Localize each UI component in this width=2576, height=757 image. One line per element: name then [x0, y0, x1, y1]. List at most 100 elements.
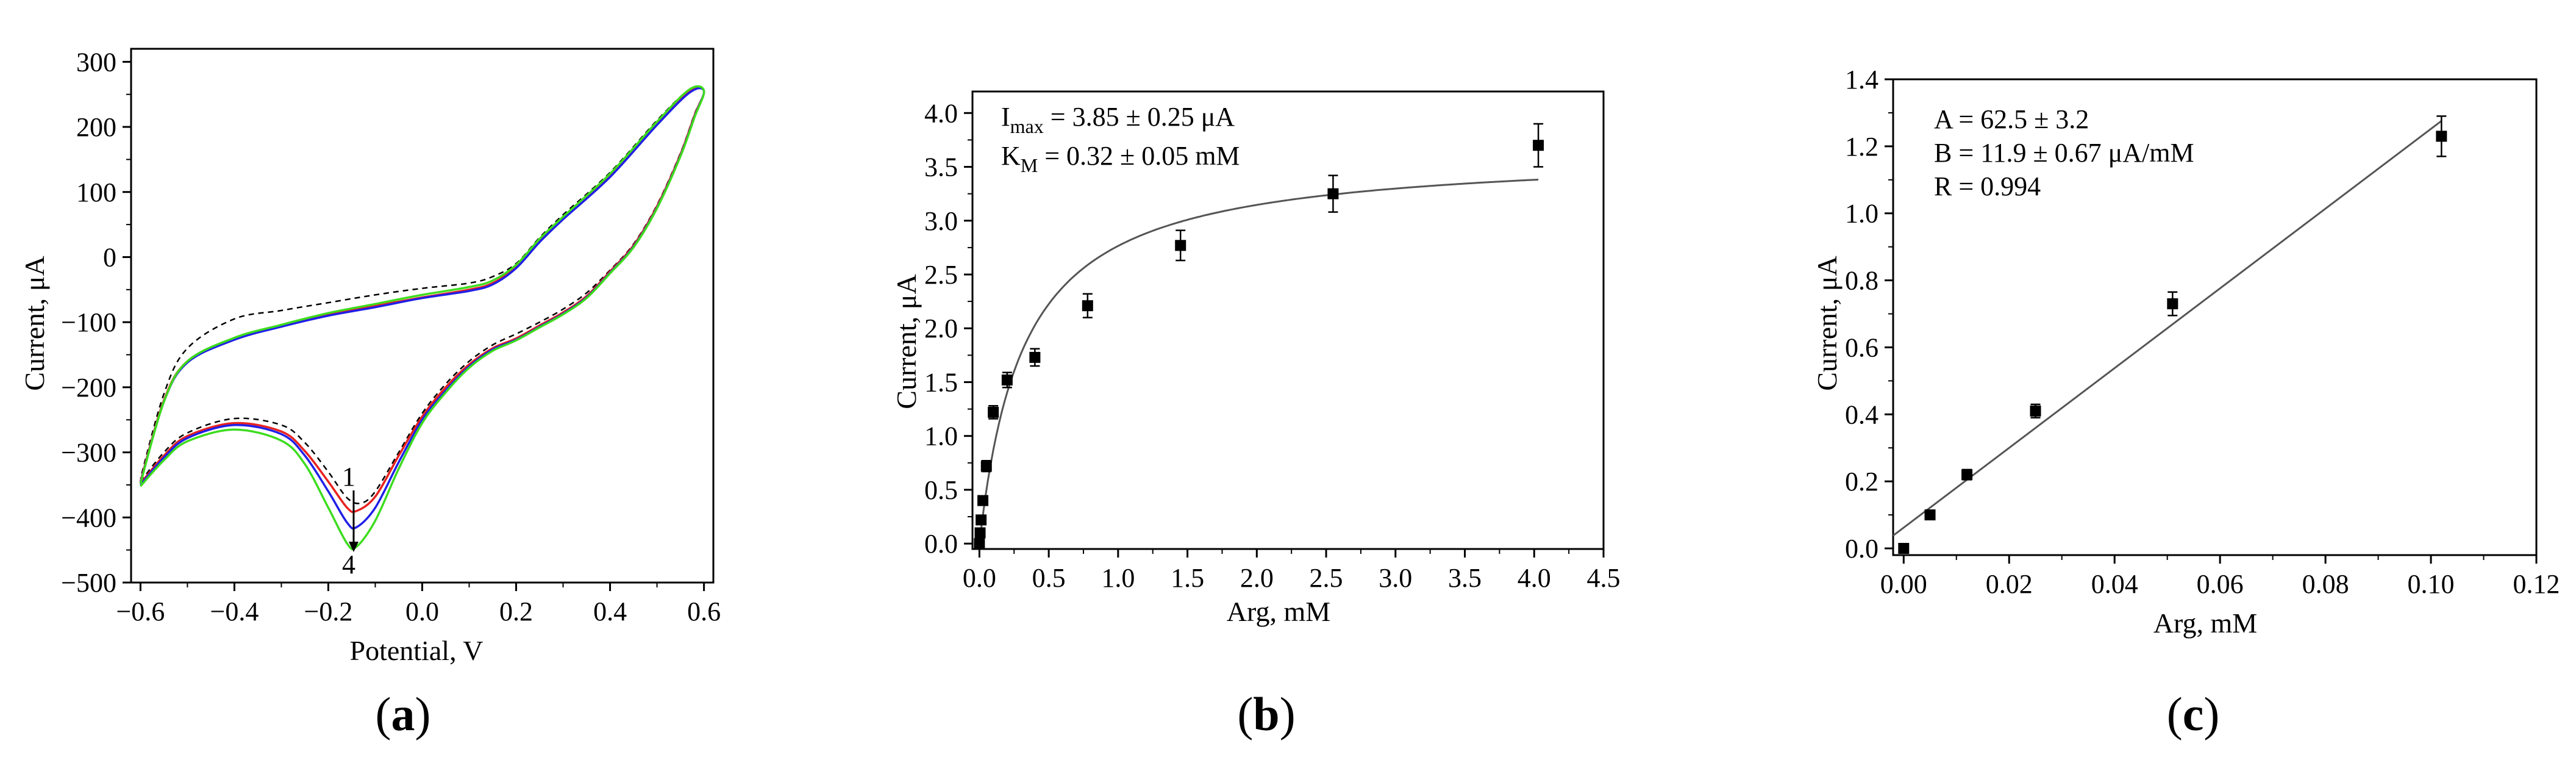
- panel-a-curve-label-4: 4: [342, 550, 355, 579]
- c-y-tick-label: 0.2: [1845, 467, 1878, 497]
- b-y-tick-label: 2.0: [924, 314, 958, 343]
- panel-c-data-point: [2436, 131, 2447, 142]
- b-y-tick-label: 2.5: [924, 260, 958, 290]
- b-y-tick-label: 1.5: [924, 367, 958, 397]
- panel-b-km-value: = 0.32 ± 0.05 mM: [1038, 141, 1240, 171]
- c-y-tick-label: 0.0: [1845, 534, 1878, 564]
- panel-c-label: (c): [2167, 687, 2220, 741]
- panel-a-curve-label-1: 1: [342, 462, 355, 492]
- c-y-tick-label: 1.2: [1845, 132, 1878, 162]
- panel-b-plot-frame: [971, 90, 1605, 550]
- c-y-tick-label: 0.8: [1845, 266, 1878, 296]
- a-x-tick-label: −0.4: [210, 597, 259, 626]
- panel-a-label: (a): [376, 687, 431, 741]
- panel-a-y-ticks: −500 −400 −300 −200 −100 0 100 200 300: [61, 47, 131, 598]
- panel-b-imax-symbol: I: [1001, 102, 1010, 132]
- panel-a-curve-2: [139, 86, 705, 514]
- c-x-tick-label: 0.06: [2197, 569, 2244, 599]
- panel-a-curve-4: [139, 85, 705, 550]
- panel-c-annotation-a: A = 62.5 ± 3.2: [1934, 104, 2089, 134]
- a-x-tick-label: 0.4: [593, 597, 627, 626]
- panel-c-calibration: 0.00 0.02 0.04 0.06 0.08 0.10 0.12 0.00.20.40.…: [1811, 65, 2560, 741]
- a-x-tick-label: −0.6: [116, 597, 165, 626]
- a-x-tick-label: −0.2: [304, 597, 353, 626]
- panel-c-data-point: [2167, 298, 2178, 310]
- panel-c-x-axis-label: Arg, mM: [2153, 608, 2257, 639]
- panel-b-data-point: [980, 461, 992, 472]
- b-x-tick-label: 0.0: [963, 563, 996, 593]
- panel-b-x-ticks: 0.0 0.5 1.0 1.5 2.0 2.5 3.0 3.5 4.0 4.5: [963, 549, 1621, 593]
- panel-b-y-ticks: 0.0 0.5 1.0 1.5 2.0 2.5 3.0 3.5 4.0: [924, 98, 972, 559]
- panel-a-trend-arrow-head: [349, 542, 359, 552]
- b-y-tick-label: 3.5: [924, 152, 958, 182]
- a-x-tick-label: 0.2: [499, 597, 533, 626]
- a-y-tick-label: −400: [61, 503, 116, 533]
- b-x-tick-label: 1.0: [1101, 563, 1135, 593]
- c-x-tick-label: 0.08: [2302, 569, 2349, 599]
- panel-b-label: (b): [1237, 687, 1295, 741]
- a-y-tick-label: 300: [76, 47, 116, 77]
- panel-a-x-ticks: −0.6 −0.4 −0.2 0.0 0.2 0.4 0.6: [116, 583, 721, 626]
- c-y-tick-label: 0.4: [1845, 400, 1878, 429]
- c-x-tick-label: 0.00: [1880, 569, 1927, 599]
- panel-b-data-point: [1082, 300, 1093, 312]
- panel-b-data-point: [1001, 374, 1013, 386]
- panel-c-data-point: [1961, 469, 1973, 481]
- c-x-tick-label: 0.04: [2091, 569, 2138, 599]
- panel-c-plot-frame: [1892, 78, 2538, 556]
- c-y-tick-label: 0.6: [1845, 332, 1878, 362]
- panel-b-data-point: [977, 495, 989, 506]
- b-y-tick-label: 1.0: [924, 422, 958, 451]
- c-x-tick-label: 0.12: [2513, 569, 2560, 599]
- panel-b-data-points: [974, 123, 1544, 550]
- panel-b-x-axis-label: Arg, mM: [1227, 596, 1330, 627]
- a-x-tick-label: 0.6: [687, 597, 721, 626]
- a-y-tick-label: −100: [61, 307, 116, 337]
- panel-c-annotation-b: B = 11.9 ± 0.67 μA/mM: [1934, 138, 2194, 168]
- b-x-tick-label: 4.0: [1518, 563, 1551, 593]
- panel-c-y-ticks: 0.0 0.2 0.4 0.6 0.8 1.0 1.2 1.4: [1845, 65, 1893, 564]
- a-y-tick-label: 200: [76, 112, 116, 142]
- b-x-tick-label: 1.5: [1171, 563, 1204, 593]
- panel-b-data-point: [1175, 240, 1186, 251]
- b-x-tick-label: 2.0: [1240, 563, 1274, 593]
- panel-b-michaelis-menten: 0.0 0.5 1.0 1.5 2.0 2.5 3.0 3.5 4.0 4.5 0.0 0.5 1.0…: [891, 90, 1621, 741]
- b-x-tick-label: 4.5: [1587, 563, 1621, 593]
- panel-b-imax-value: = 3.85 ± 0.25 μA: [1044, 102, 1235, 132]
- panel-b-imax-subscript: max: [1010, 115, 1044, 137]
- panel-c-data-point: [1898, 543, 1910, 554]
- panel-b-data-point: [1533, 140, 1544, 151]
- a-x-tick-label: 0.0: [405, 597, 439, 626]
- panel-a-curve-1: [140, 85, 705, 504]
- b-x-tick-label: 0.5: [1032, 563, 1066, 593]
- panel-b-data-point: [976, 514, 987, 526]
- panel-c-x-ticks: 0.00 0.02 0.04 0.06 0.08 0.10 0.12: [1880, 555, 2560, 599]
- b-x-tick-label: 3.0: [1379, 563, 1412, 593]
- b-y-tick-label: 3.0: [924, 206, 958, 236]
- panel-b-data-point: [974, 538, 985, 550]
- panel-b-data-point: [974, 527, 986, 539]
- a-y-tick-label: −500: [61, 568, 116, 598]
- panel-b-y-axis-label: Current, μA: [891, 274, 922, 409]
- panel-a-cyclic-voltammogram: −0.6 −0.4 −0.2 0.0 0.2 0.4 0.6 −500 −400 −300 −20…: [19, 47, 721, 741]
- b-y-tick-label: 0.0: [924, 529, 958, 559]
- panel-b-annotation-km: KM = 0.32 ± 0.05 mM: [1001, 141, 1240, 176]
- b-y-tick-label: 4.0: [924, 98, 958, 128]
- panel-a-curves: [139, 85, 705, 550]
- c-x-tick-label: 0.02: [1986, 569, 2033, 599]
- panel-a-plot-frame: [130, 48, 715, 584]
- panel-b-data-point: [1029, 351, 1041, 363]
- panel-a-x-axis-label: Potential, V: [350, 635, 483, 666]
- c-y-tick-label: 1.0: [1845, 199, 1878, 229]
- panel-b-km-subscript: M: [1021, 154, 1038, 176]
- b-x-tick-label: 3.5: [1448, 563, 1482, 593]
- panel-b-label-letter: b: [1253, 687, 1279, 741]
- a-y-tick-label: −300: [61, 438, 116, 468]
- panel-b-fit-curve: [978, 178, 1539, 544]
- a-y-tick-label: 100: [76, 178, 116, 207]
- b-y-tick-label: 0.5: [924, 475, 958, 505]
- panel-a-label-letter: a: [391, 687, 415, 741]
- panel-c-y-axis-label: Current, μA: [1811, 256, 1843, 390]
- panel-c-fit-line: [1893, 120, 2442, 537]
